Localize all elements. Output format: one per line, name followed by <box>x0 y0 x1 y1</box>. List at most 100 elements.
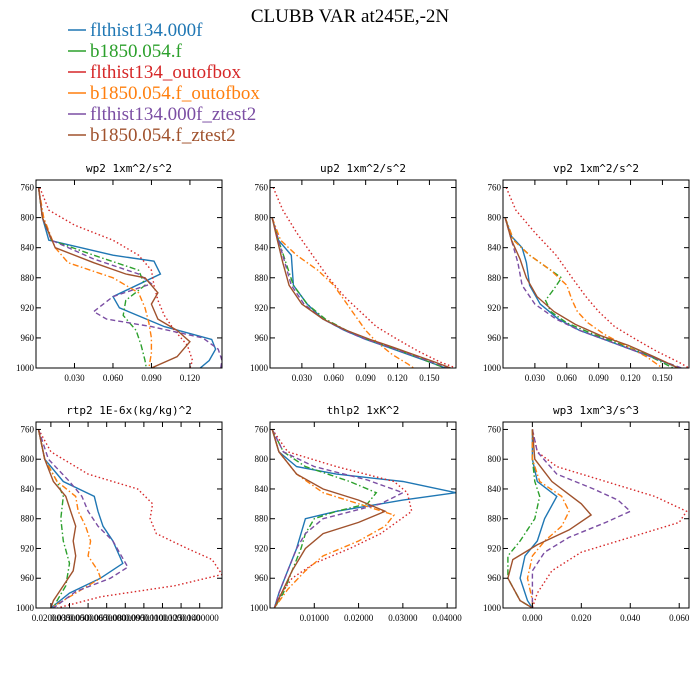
y-tick-label: 840 <box>21 484 35 494</box>
y-tick-label: 920 <box>255 303 269 313</box>
series-line <box>271 217 451 368</box>
y-tick-label: 960 <box>255 333 269 343</box>
y-tick-label: 880 <box>488 514 502 524</box>
chart-panel: wp3 1xm^3/s^3 760 800 840 880 920 960 1000 0.000… <box>483 404 690 623</box>
series-line <box>505 187 689 368</box>
panel-title: wp3 1xm^3/s^3 <box>553 404 639 417</box>
x-tick-label: 0.060 <box>669 613 690 623</box>
series-line <box>37 187 191 368</box>
legend-label: b1850.054.f <box>90 41 183 62</box>
y-tick-label: 1000 <box>483 603 502 613</box>
y-tick-label: 960 <box>255 573 269 583</box>
y-tick-label: 920 <box>488 303 502 313</box>
x-tick-label: 0.01000 <box>300 613 330 623</box>
series-line <box>271 217 414 368</box>
chart-panel: vp2 1xm^2/s^2 760 800 840 880 920 960 1000 0.030… <box>483 162 690 383</box>
panel-title: thlp2 1xK^2 <box>327 404 400 417</box>
y-tick-label: 800 <box>21 454 35 464</box>
series-line <box>531 429 688 608</box>
series-line <box>37 187 147 368</box>
y-tick-label: 840 <box>255 243 269 253</box>
y-tick-label: 1000 <box>250 603 269 613</box>
y-tick-label: 1000 <box>16 363 35 373</box>
y-tick-label: 800 <box>21 213 35 223</box>
legend-entry: b1850.054.f <box>68 41 183 62</box>
y-tick-label: 760 <box>21 424 35 434</box>
y-tick-label: 960 <box>488 573 502 583</box>
y-tick-label: 1000 <box>16 603 35 613</box>
legend-entry: b1850.054.f_ztest2 <box>68 125 236 146</box>
x-tick-label: 0.120 <box>387 373 408 383</box>
y-tick-label: 760 <box>488 183 502 193</box>
plot-frame <box>269 421 457 609</box>
y-tick-label: 840 <box>255 484 269 494</box>
panels: wp2 1xm^2/s^2 760 800 840 880 920 960 1000 0.030… <box>16 162 690 623</box>
y-tick-label: 800 <box>488 454 502 464</box>
y-tick-label: 920 <box>21 543 35 553</box>
x-tick-label: 0.03000 <box>388 613 418 623</box>
x-tick-label: 0.0650000 <box>88 613 127 623</box>
panel-title: rtp2 1E-6x(kg/kg)^2 <box>66 404 192 417</box>
panel-title: wp2 1xm^2/s^2 <box>86 162 172 175</box>
y-tick-label: 760 <box>21 183 35 193</box>
x-tick-label: 0.120 <box>620 373 641 383</box>
series-line <box>37 429 222 608</box>
x-tick-label: 0.0200000 <box>32 613 71 623</box>
y-tick-label: 920 <box>21 303 35 313</box>
legend: flthist134.000fb1850.054.fflthist134_out… <box>68 20 260 146</box>
series-line <box>39 187 194 368</box>
y-tick-label: 920 <box>488 543 502 553</box>
chart-panel: thlp2 1xK^2 760 800 840 880 920 960 1000 0.01000… <box>250 404 462 623</box>
x-tick-label: 0.020 <box>571 613 592 623</box>
y-tick-label: 800 <box>255 213 269 223</box>
y-tick-label: 760 <box>488 424 502 434</box>
legend-entry: flthist134_outofbox <box>68 62 241 83</box>
y-tick-label: 840 <box>21 243 35 253</box>
x-tick-label: 0.060 <box>103 373 124 383</box>
series-group <box>271 187 456 368</box>
series-line <box>37 429 129 608</box>
legend-entry: flthist134.000f_ztest2 <box>68 104 256 125</box>
series-line <box>531 429 632 608</box>
y-tick-label: 880 <box>488 273 502 283</box>
y-tick-label: 960 <box>488 333 502 343</box>
legend-label: flthist134.000f <box>90 20 203 41</box>
x-tick-label: 0.0350000 <box>50 613 89 623</box>
legend-label: b1850.054.f_ztest2 <box>90 125 236 146</box>
y-tick-label: 880 <box>21 514 35 524</box>
legend-entry: flthist134.000f <box>68 20 203 41</box>
y-tick-label: 960 <box>21 333 35 343</box>
x-tick-label: 0.030 <box>525 373 546 383</box>
x-tick-label: 0.1400000 <box>181 613 220 623</box>
x-tick-label: 0.0800000 <box>106 613 145 623</box>
series-line <box>526 429 570 608</box>
y-tick-label: 880 <box>255 273 269 283</box>
y-tick-label: 960 <box>21 573 35 583</box>
x-tick-label: 0.0950000 <box>125 613 164 623</box>
chart-panel: wp2 1xm^2/s^2 760 800 840 880 920 960 1000 0.030… <box>16 162 223 383</box>
plot-frame <box>502 179 690 369</box>
plot-frame <box>269 179 457 369</box>
x-tick-label: 0.060 <box>324 373 345 383</box>
x-tick-label: 0.150 <box>652 373 673 383</box>
chart-panel: rtp2 1E-6x(kg/kg)^2 760 800 840 880 920 960 100… <box>16 404 223 623</box>
x-tick-label: 0.0500000 <box>69 613 108 623</box>
legend-label: flthist134.000f_ztest2 <box>90 104 256 125</box>
plot-frame <box>502 421 690 609</box>
series-line <box>271 429 413 608</box>
series-line <box>37 429 124 608</box>
legend-entry: b1850.054.f_outofbox <box>68 83 260 104</box>
y-tick-label: 760 <box>255 183 269 193</box>
series-line <box>37 429 71 608</box>
series-line <box>271 429 387 608</box>
series-group <box>271 429 456 608</box>
y-tick-label: 880 <box>255 514 269 524</box>
series-line <box>504 217 674 368</box>
y-tick-label: 800 <box>488 213 502 223</box>
x-tick-label: 0.090 <box>141 373 162 383</box>
x-tick-label: 0.030 <box>292 373 313 383</box>
series-group <box>507 429 688 608</box>
legend-label: flthist134_outofbox <box>90 62 241 83</box>
series-line <box>271 429 405 608</box>
